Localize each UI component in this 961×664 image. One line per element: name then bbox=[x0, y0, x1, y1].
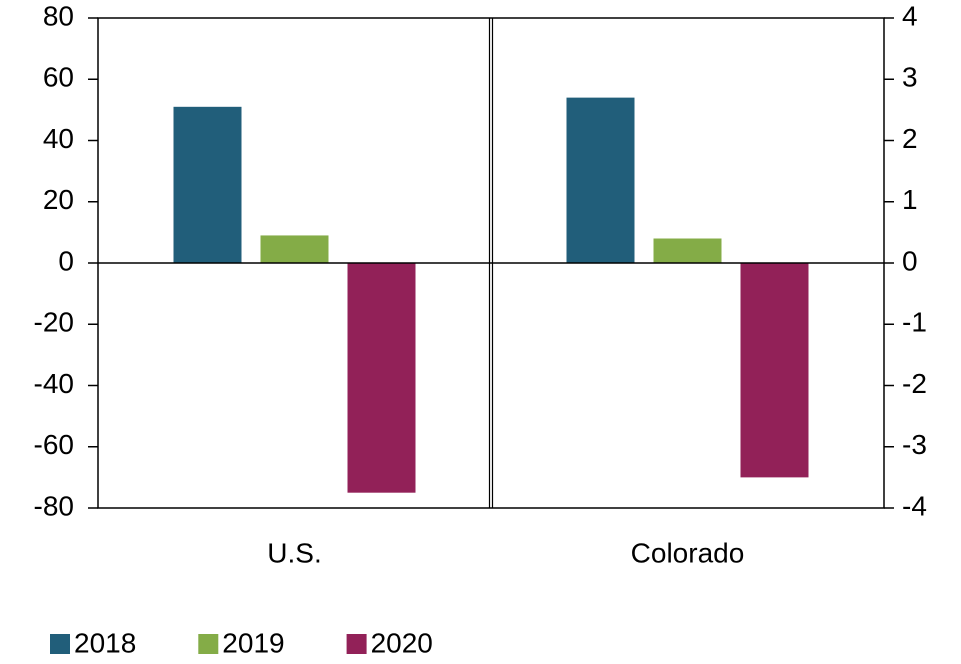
bar bbox=[347, 263, 416, 493]
bar bbox=[566, 97, 635, 263]
y2-tick-label: 0 bbox=[902, 245, 918, 276]
legend-swatch bbox=[346, 634, 367, 654]
y2-tick-label: -1 bbox=[902, 307, 927, 338]
y-tick-label: -80 bbox=[34, 490, 74, 521]
x-tick-label: U.S. bbox=[267, 537, 321, 568]
legend-swatch bbox=[198, 634, 219, 654]
y2-tick-label: 1 bbox=[902, 184, 918, 215]
y2-tick-label: 3 bbox=[902, 62, 918, 93]
y-tick-label: 80 bbox=[43, 0, 74, 31]
bar bbox=[260, 235, 329, 263]
y2-tick-label: 4 bbox=[902, 0, 918, 31]
y2-tick-label: -3 bbox=[902, 429, 927, 460]
x-tick-label: Colorado bbox=[631, 537, 745, 568]
bar bbox=[173, 106, 242, 263]
bar bbox=[653, 238, 722, 263]
y-tick-label: 0 bbox=[58, 245, 74, 276]
y-tick-label: 20 bbox=[43, 184, 74, 215]
legend-swatch bbox=[50, 634, 70, 654]
y-tick-label: 60 bbox=[43, 62, 74, 93]
legend-label: 2019 bbox=[222, 627, 284, 658]
y-tick-label: 40 bbox=[43, 123, 74, 154]
y-tick-label: -60 bbox=[34, 429, 74, 460]
plot-frame bbox=[97, 17, 885, 509]
y2-tick-label: -2 bbox=[902, 368, 927, 399]
y-tick-label: -40 bbox=[34, 368, 74, 399]
y2-tick-label: 2 bbox=[902, 123, 918, 154]
y2-tick-label: -4 bbox=[902, 490, 927, 521]
bar bbox=[740, 263, 809, 478]
y-tick-label: -20 bbox=[34, 307, 74, 338]
legend-label: 2018 bbox=[74, 627, 136, 658]
legend-label: 2020 bbox=[371, 627, 433, 658]
